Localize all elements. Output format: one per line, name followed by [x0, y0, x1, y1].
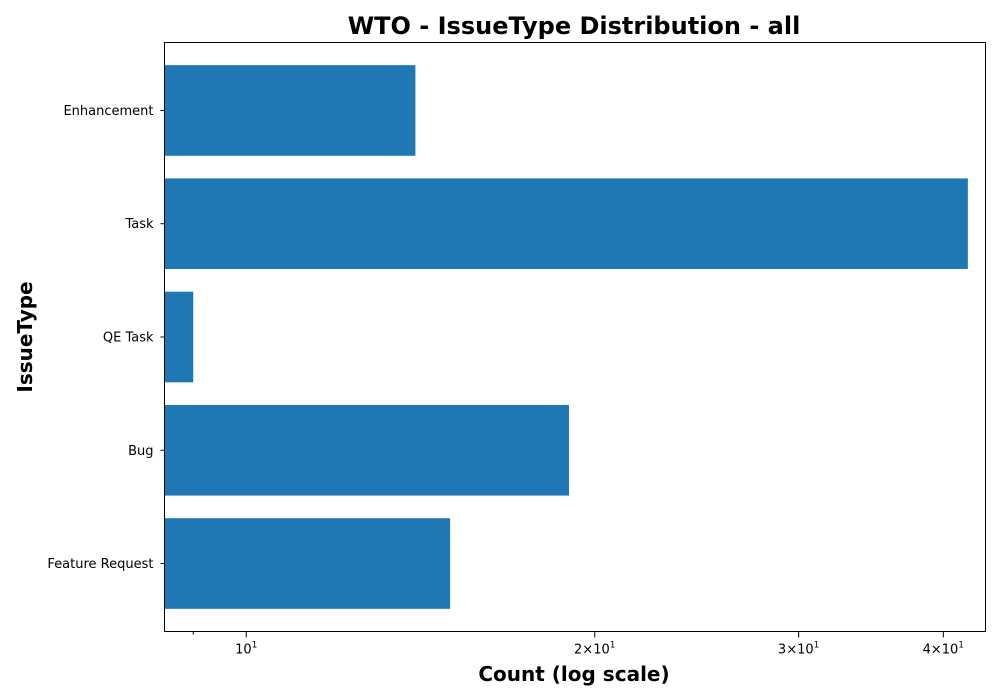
y-tick-label: Feature Request — [47, 557, 153, 572]
bar-feature-request — [164, 518, 451, 609]
plot-frame — [164, 42, 986, 632]
y-tick-label: Task — [124, 217, 154, 232]
bar-bug — [164, 404, 569, 496]
x-tick-label: 4×101 — [923, 641, 964, 658]
bar-task — [164, 178, 968, 270]
x-tick-label: 3×101 — [778, 641, 819, 658]
y-axis-label: IssueType — [13, 281, 37, 392]
y-ticks-group: Enhancement Task QE Task Bug Feature Request — [47, 104, 165, 572]
chart-title: WTO - IssueType Distribution - all — [348, 12, 801, 40]
bar-qe-task — [164, 291, 194, 383]
y-tick-label: Enhancement — [63, 104, 153, 119]
y-tick-label: Bug — [128, 444, 153, 459]
x-tick-label: 101 — [235, 641, 257, 658]
x-ticks-group: 101 2×101 3×101 4×101 — [192, 631, 964, 658]
y-tick-label: QE Task — [103, 331, 154, 346]
bar-enhancement — [164, 65, 416, 156]
x-axis-label: Count (log scale) — [478, 662, 669, 686]
x-tick-label: 2×101 — [574, 641, 615, 658]
bars-group — [164, 65, 968, 609]
